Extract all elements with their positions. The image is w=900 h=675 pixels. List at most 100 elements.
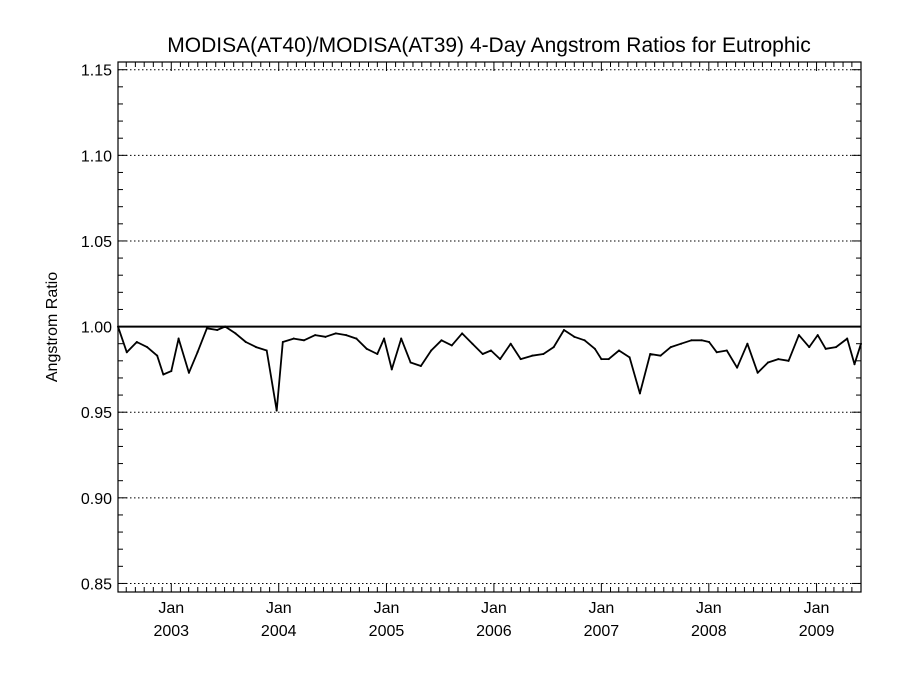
y-tick-label: 1.15 (81, 63, 112, 80)
data-point (531, 354, 534, 357)
data-point (205, 327, 208, 330)
data-point (409, 361, 412, 364)
data-point (715, 351, 718, 354)
data-point (542, 352, 545, 355)
data-point (756, 371, 759, 374)
x-tick-month-label: Jan (374, 600, 400, 617)
data-point (618, 349, 621, 352)
data-point (499, 358, 502, 361)
minor-ticks (118, 62, 862, 592)
data-point (519, 358, 522, 361)
data-point (419, 364, 422, 367)
data-point (156, 354, 159, 357)
data-point (390, 368, 393, 371)
data-point (489, 349, 492, 352)
x-tick-year-label: 2007 (584, 623, 620, 640)
data-point (244, 340, 247, 343)
data-point (471, 342, 474, 345)
data-point (846, 337, 849, 340)
data-point (314, 334, 317, 337)
x-tick-year-label: 2004 (261, 623, 297, 640)
data-point (365, 347, 368, 350)
data-point (766, 361, 769, 364)
data-point (797, 334, 800, 337)
data-point (196, 351, 199, 354)
y-tick-label: 0.90 (81, 491, 112, 508)
data-point (708, 340, 711, 343)
series-group (117, 325, 862, 412)
data-point (125, 351, 128, 354)
data-point (430, 349, 433, 352)
data-point (275, 409, 278, 412)
x-tick-month-label: Jan (158, 600, 184, 617)
y-tick-label: 1.00 (81, 320, 112, 337)
data-point (481, 352, 484, 355)
data-point (177, 337, 180, 340)
data-point (700, 339, 703, 342)
x-ticks: Jan 2003 Jan 2004 Jan 2005 Jan 2006 Jan 2007 Jan 20… (153, 62, 834, 640)
data-point (146, 346, 149, 349)
data-point (562, 328, 565, 331)
x-tick-year-label: 2009 (799, 623, 835, 640)
data-point (787, 359, 790, 362)
data-point (135, 340, 138, 343)
x-tick-month-label: Jan (481, 600, 507, 617)
data-point (376, 352, 379, 355)
x-tick-month-label: Jan (804, 600, 830, 617)
data-point (583, 339, 586, 342)
data-point (170, 370, 173, 373)
y-axis-label: Angstrom Ratio (44, 272, 61, 382)
data-point (593, 347, 596, 350)
data-point (659, 354, 662, 357)
x-tick-year-label: 2003 (153, 623, 189, 640)
y-tick-label: 0.85 (81, 576, 112, 593)
x-tick-year-label: 2006 (476, 623, 512, 640)
data-point (808, 346, 811, 349)
data-point (265, 349, 268, 352)
x-tick-year-label: 2005 (369, 623, 405, 640)
data-point (853, 363, 856, 366)
data-point (281, 340, 284, 343)
data-point (440, 339, 443, 342)
data-point (834, 346, 837, 349)
data-point (628, 356, 631, 359)
data-point (509, 342, 512, 345)
chart-title: MODISA(AT40)/MODISA(AT39) 4-Day Angstrom… (167, 34, 810, 57)
data-point (303, 339, 306, 342)
x-tick-month-label: Jan (696, 600, 722, 617)
data-point (450, 344, 453, 347)
y-tick-label: 1.05 (81, 234, 112, 251)
y-tick-label: 1.10 (81, 148, 112, 165)
data-point (400, 337, 403, 340)
data-point (383, 337, 386, 340)
data-point (573, 335, 576, 338)
data-point (324, 335, 327, 338)
data-point (680, 342, 683, 345)
data-point (234, 332, 237, 335)
data-point (334, 332, 337, 335)
data-point (552, 346, 555, 349)
data-point (187, 371, 190, 374)
data-point (607, 358, 610, 361)
data-point (690, 339, 693, 342)
x-tick-year-label: 2008 (691, 623, 727, 640)
data-point (669, 346, 672, 349)
data-point (638, 392, 641, 395)
data-point (746, 342, 749, 345)
data-point (649, 352, 652, 355)
data-point (255, 346, 258, 349)
data-point (224, 325, 227, 328)
series-line (117, 325, 862, 412)
data-point (736, 366, 739, 369)
y-ticks: 0.85 0.90 0.95 1.00 1.05 1.10 1.15 (81, 63, 861, 593)
data-point (824, 347, 827, 350)
plot-frame (117, 61, 862, 593)
data-point (292, 337, 295, 340)
data-point (345, 334, 348, 337)
data-point (355, 337, 358, 340)
data-point (777, 358, 780, 361)
data-point (162, 373, 165, 376)
x-tick-month-label: Jan (588, 600, 614, 617)
data-point (816, 334, 819, 337)
